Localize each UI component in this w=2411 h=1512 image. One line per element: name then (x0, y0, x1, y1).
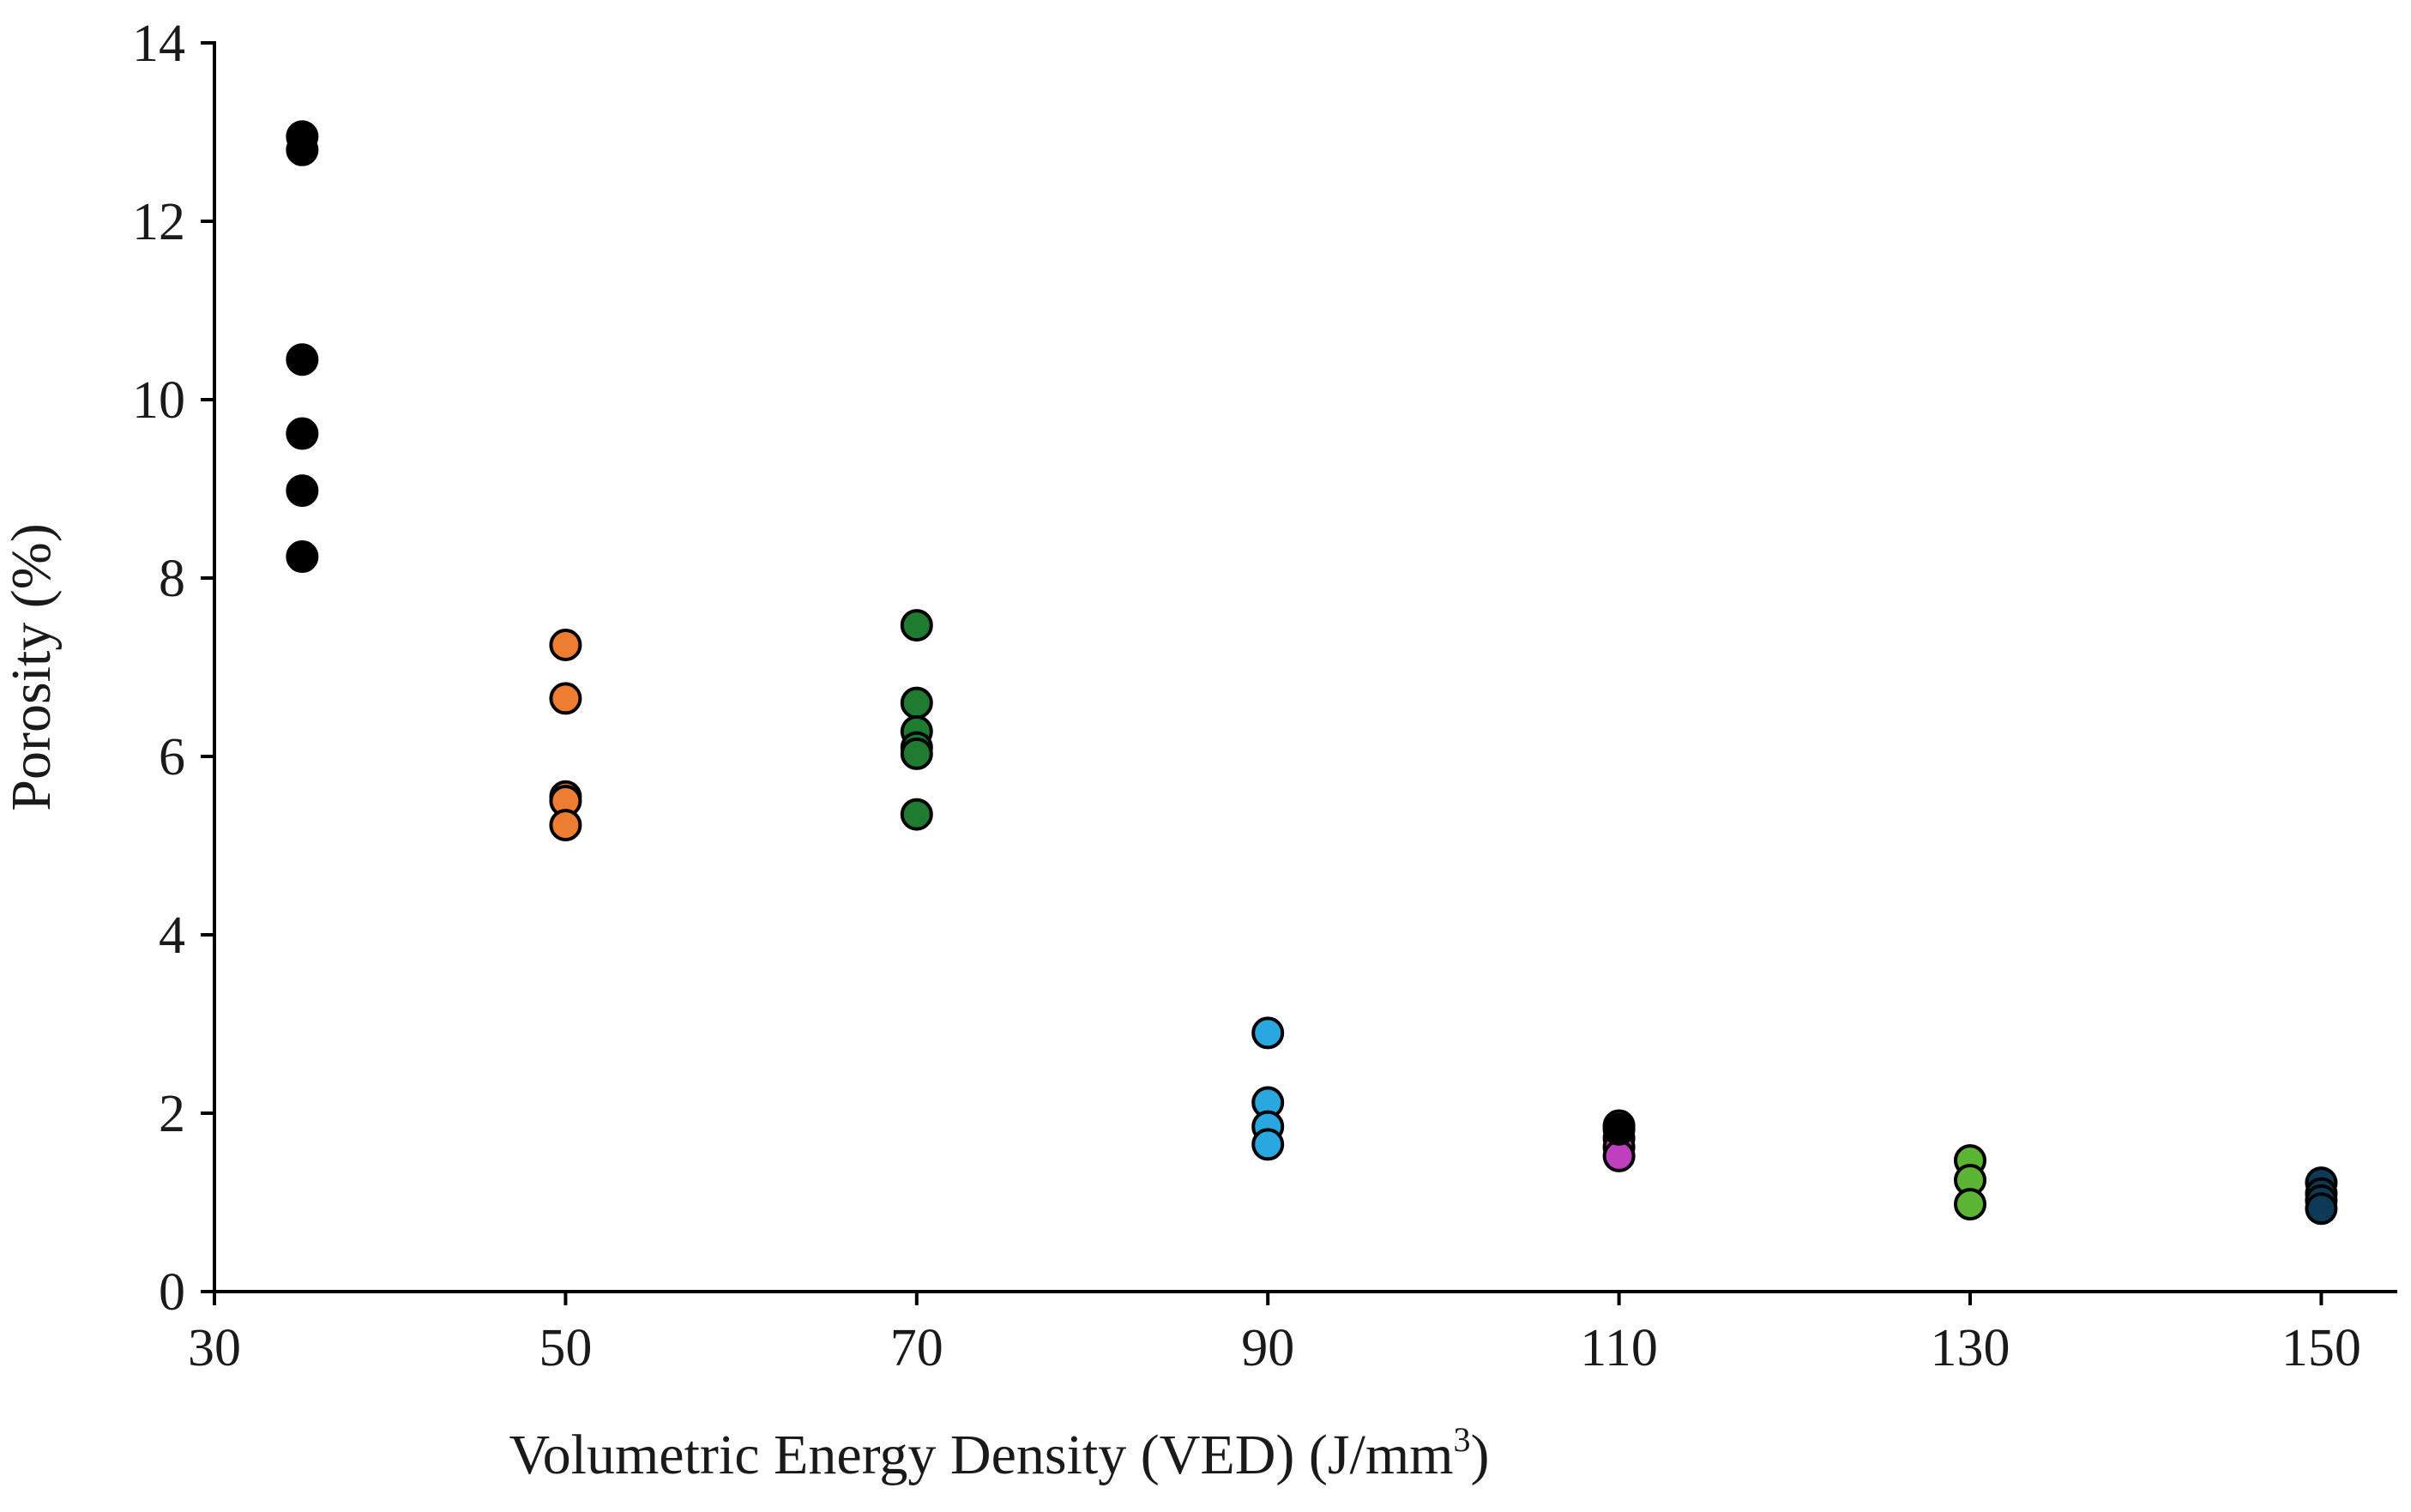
point-ved-70-4 (900, 737, 933, 770)
y-tick-label-12: 12 (132, 193, 185, 251)
x-ticks: 30 50 70 90 110 130 150 (188, 1292, 2361, 1377)
y-ticks: 0 2 4 6 8 10 12 14 (132, 15, 214, 1322)
x-tick-label-30: 30 (188, 1319, 241, 1377)
y-tick-label-10: 10 (132, 371, 185, 430)
x-tick-label-50: 50 (539, 1319, 592, 1377)
point-ved-35-4 (286, 474, 319, 508)
point-ved-150-3 (2305, 1192, 2338, 1226)
y-axis-title: Porosity (%) (0, 523, 63, 810)
point-ved-35-5 (286, 540, 319, 574)
x-tick-label-90: 90 (1241, 1319, 1294, 1377)
x-axis-title-main: Volumetric Energy Density (VED) (J/mm (509, 1424, 1453, 1486)
x-tick-label-70: 70 (890, 1319, 943, 1377)
x-tick-label-150: 150 (2281, 1319, 2361, 1377)
x-axis-title: Volumetric Energy Density (VED) (J/mm3) (509, 1420, 1489, 1486)
x-axis-title-suffix: ) (1471, 1424, 1490, 1486)
axes (213, 41, 2397, 1293)
y-tick-label-0: 0 (159, 1263, 185, 1322)
point-ved-70-1 (900, 686, 933, 720)
point-ved-35-1 (286, 133, 319, 166)
data-points (286, 120, 2338, 1226)
y-tick-label-14: 14 (132, 15, 185, 73)
point-ved-110-center-0 (1602, 1112, 1636, 1146)
x-tick-label-130: 130 (1931, 1319, 2010, 1377)
point-ved-50-0 (549, 629, 582, 661)
point-ved-35-2 (286, 343, 319, 376)
y-tick-label-2: 2 (159, 1085, 185, 1143)
point-ved-90-3 (1251, 1128, 1285, 1161)
point-ved-35-3 (286, 417, 319, 450)
y-tick-label-6: 6 (159, 728, 185, 786)
x-axis-title-superscript: 3 (1454, 1420, 1471, 1459)
point-ved-110-3 (1602, 1139, 1636, 1172)
y-tick-label-8: 8 (159, 550, 185, 608)
y-tick-label-4: 4 (159, 907, 185, 965)
point-ved-70-5 (900, 798, 933, 831)
point-ved-70-0 (900, 609, 933, 642)
point-ved-50-1 (549, 682, 582, 715)
point-ved-90-0 (1251, 1016, 1285, 1050)
point-ved-130-2 (1954, 1188, 1986, 1221)
x-tick-label-110: 110 (1580, 1319, 1658, 1377)
point-ved-50-4 (549, 809, 582, 842)
